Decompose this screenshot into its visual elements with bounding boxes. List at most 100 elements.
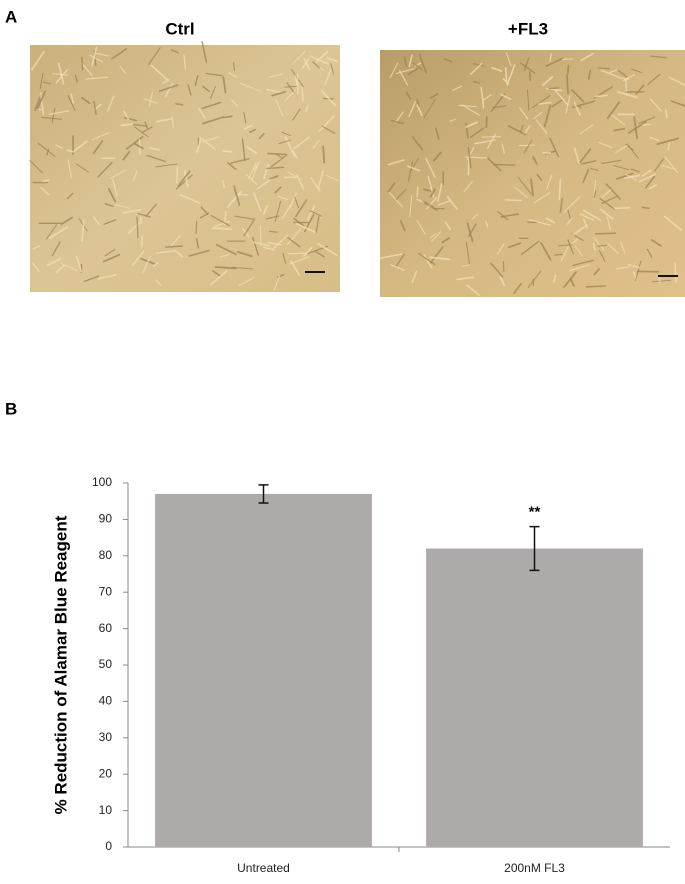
- cell: [411, 136, 423, 151]
- error-bar: [258, 484, 269, 504]
- cell: [295, 222, 316, 233]
- cell: [103, 219, 117, 225]
- chart: 0 10 20 30 40 50 60 70 80 90 100 Untreated 200nM FL3…: [92, 475, 670, 875]
- cell: [600, 69, 621, 79]
- cell: [573, 101, 581, 116]
- cell: [582, 209, 602, 222]
- cell: [463, 180, 473, 193]
- cell: [599, 197, 616, 210]
- y-tick-label: 0: [105, 839, 112, 853]
- y-tick-label: 50: [99, 657, 113, 671]
- y-tick-label: 80: [99, 548, 113, 562]
- cell: [545, 217, 556, 224]
- cell: [432, 151, 442, 162]
- cell: [528, 71, 532, 82]
- cell: [649, 136, 660, 142]
- cell: [75, 163, 89, 173]
- cell: [508, 242, 522, 249]
- cell: [155, 117, 172, 123]
- y-tick-label: 70: [99, 584, 113, 598]
- cell: [142, 255, 151, 273]
- cell: [286, 228, 302, 246]
- cell: [533, 111, 543, 120]
- cell: [472, 80, 481, 84]
- cell: [252, 236, 260, 256]
- cell: [222, 76, 227, 94]
- cell: [569, 264, 590, 272]
- cell: [67, 95, 76, 112]
- cell: [502, 78, 509, 85]
- cell: [466, 146, 475, 161]
- cell: [612, 206, 631, 210]
- significance: **: [529, 504, 541, 521]
- cell: [174, 250, 184, 258]
- cell: [214, 220, 230, 228]
- cell: [526, 89, 530, 111]
- cell: [606, 216, 612, 231]
- cell: [199, 137, 216, 150]
- cell: [155, 279, 162, 286]
- cell: [465, 241, 470, 265]
- cell: [52, 73, 69, 76]
- cell: [273, 275, 280, 292]
- cell: [41, 116, 62, 120]
- cell: [667, 141, 671, 151]
- cell: [554, 253, 563, 256]
- cell: [231, 266, 253, 270]
- bar: [155, 493, 372, 847]
- cell: [532, 95, 551, 109]
- cell: [579, 213, 595, 221]
- cell: [111, 48, 128, 60]
- cell: [519, 107, 529, 120]
- cell: [170, 234, 181, 247]
- cell: [480, 86, 485, 109]
- cell: [107, 187, 117, 203]
- cell: [305, 104, 309, 113]
- cell: [648, 184, 657, 190]
- cell: [51, 241, 61, 257]
- cell: [388, 192, 403, 208]
- cell: [281, 204, 292, 220]
- cell: [538, 101, 552, 105]
- cell: [466, 222, 474, 243]
- cell: [607, 243, 619, 255]
- cell: [616, 172, 634, 180]
- cell: [409, 195, 413, 218]
- cell: [281, 131, 292, 137]
- cell: [263, 163, 270, 180]
- cell: [641, 169, 652, 177]
- cell: [266, 152, 287, 156]
- cell: [246, 146, 258, 155]
- cell: [146, 154, 167, 163]
- cell: [558, 179, 562, 201]
- cell: [504, 199, 523, 202]
- cell: [60, 263, 78, 271]
- cell: [446, 196, 459, 210]
- cell: [66, 192, 74, 200]
- cell: [175, 174, 193, 190]
- cell: [429, 93, 439, 99]
- cell: [549, 137, 559, 157]
- cell: [605, 183, 621, 200]
- cell: [74, 74, 79, 83]
- cell: [287, 236, 301, 248]
- cell: [545, 174, 553, 190]
- cell: [55, 144, 63, 149]
- cell: [171, 115, 174, 128]
- cell: [292, 50, 306, 64]
- cell: [571, 89, 585, 103]
- cell: [144, 121, 148, 129]
- cell: [532, 156, 538, 165]
- cell: [379, 253, 403, 260]
- cell: [222, 115, 233, 119]
- cell: [183, 170, 189, 188]
- cell: [194, 75, 199, 87]
- cell: [227, 162, 237, 170]
- cell: [530, 178, 534, 197]
- cell: [286, 82, 295, 93]
- cell: [423, 99, 436, 118]
- cell: [241, 138, 246, 162]
- cell: [595, 232, 617, 235]
- cell: [411, 270, 418, 284]
- x-tick-label: Untreated: [237, 861, 290, 875]
